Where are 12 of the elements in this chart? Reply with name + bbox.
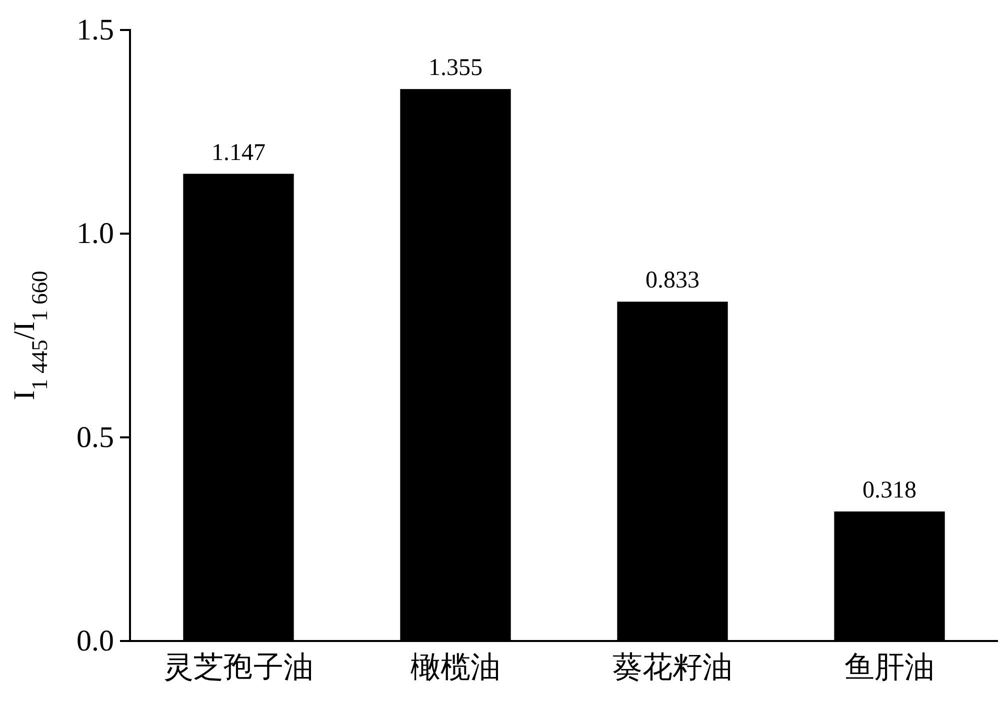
data-label: 0.833 bbox=[646, 268, 700, 294]
y-tick-label: 0.0 bbox=[76, 624, 114, 658]
x-tick-label: 葵花籽油 bbox=[612, 651, 732, 684]
y-tick-label: 1.5 bbox=[76, 14, 114, 46]
y-tick-label: 0.5 bbox=[76, 420, 114, 454]
x-tick-label: 鱼肝油 bbox=[844, 651, 934, 684]
x-tick-label: 灵芝孢子油 bbox=[164, 651, 314, 684]
y-tick-label: 1.0 bbox=[76, 217, 114, 250]
x-tick-label: 橄榄油 bbox=[410, 651, 500, 684]
data-label: 1.147 bbox=[212, 140, 266, 166]
data-label: 1.355 bbox=[428, 55, 482, 82]
data-label: 0.318 bbox=[862, 477, 916, 504]
